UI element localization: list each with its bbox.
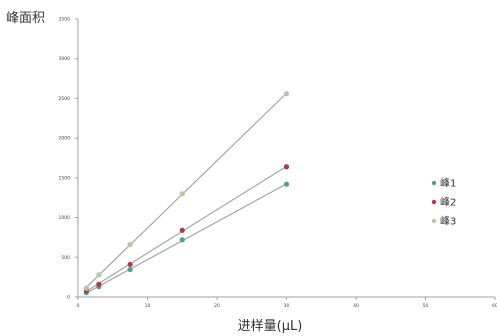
data-point-series-2 [96,281,102,287]
y-tick-label: 2000 [59,136,71,142]
data-point-series-3 [83,285,89,291]
trendline-series-3 [85,92,287,288]
data-point-series-2 [179,227,185,233]
data-point-series-3 [283,91,290,97]
y-tick-label: 2500 [59,96,71,102]
y-axis-title: 峰面积 [6,11,45,26]
data-point-series-3 [179,191,185,197]
legend-marker-series-1 [431,180,437,186]
y-tick-label: 1500 [59,175,71,181]
trendline-series-2 [86,165,287,292]
data-point-series-1 [179,237,185,243]
data-points [83,91,290,296]
x-tick-label: 40 [353,303,359,309]
legend-marker-series-3 [431,218,437,224]
data-point-series-1 [283,181,290,187]
y-tick-label: 500 [61,255,70,261]
legend-marker-series-2 [431,199,437,205]
data-point-series-2 [127,261,133,268]
trendlines [85,92,287,294]
data-point-series-2 [283,164,290,170]
y-tick-label: 0 [67,295,70,301]
data-point-series-3 [96,272,102,278]
y-tick-label: 3500 [59,17,71,23]
x-tick-label: 60 [492,303,497,309]
legend-label-series-3: 峰3 [440,216,456,228]
x-tick-label: 10 [145,303,151,309]
legend-label-series-2: 峰2 [440,197,456,209]
trendline-series-1 [86,183,287,294]
data-point-series-1 [127,266,133,273]
x-ticks: 0 10 20 30 40 50 60 [77,297,497,309]
legend: 峰1 峰2 峰3 [431,178,456,228]
x-tick-label: 0 [77,303,80,309]
x-tick-label: 20 [214,303,220,309]
y-tick-label: 3000 [59,56,71,62]
x-tick-label: 30 [284,303,290,309]
x-tick-label: 50 [423,303,429,309]
legend-label-series-1: 峰1 [440,178,456,190]
x-axis-title: 进样量(μL) [238,319,303,334]
y-tick-label: 1000 [59,215,71,221]
data-point-series-3 [127,241,133,248]
y-ticks: 0 500 1000 1500 2000 2500 3000 3500 [59,17,78,301]
axes [77,19,495,298]
